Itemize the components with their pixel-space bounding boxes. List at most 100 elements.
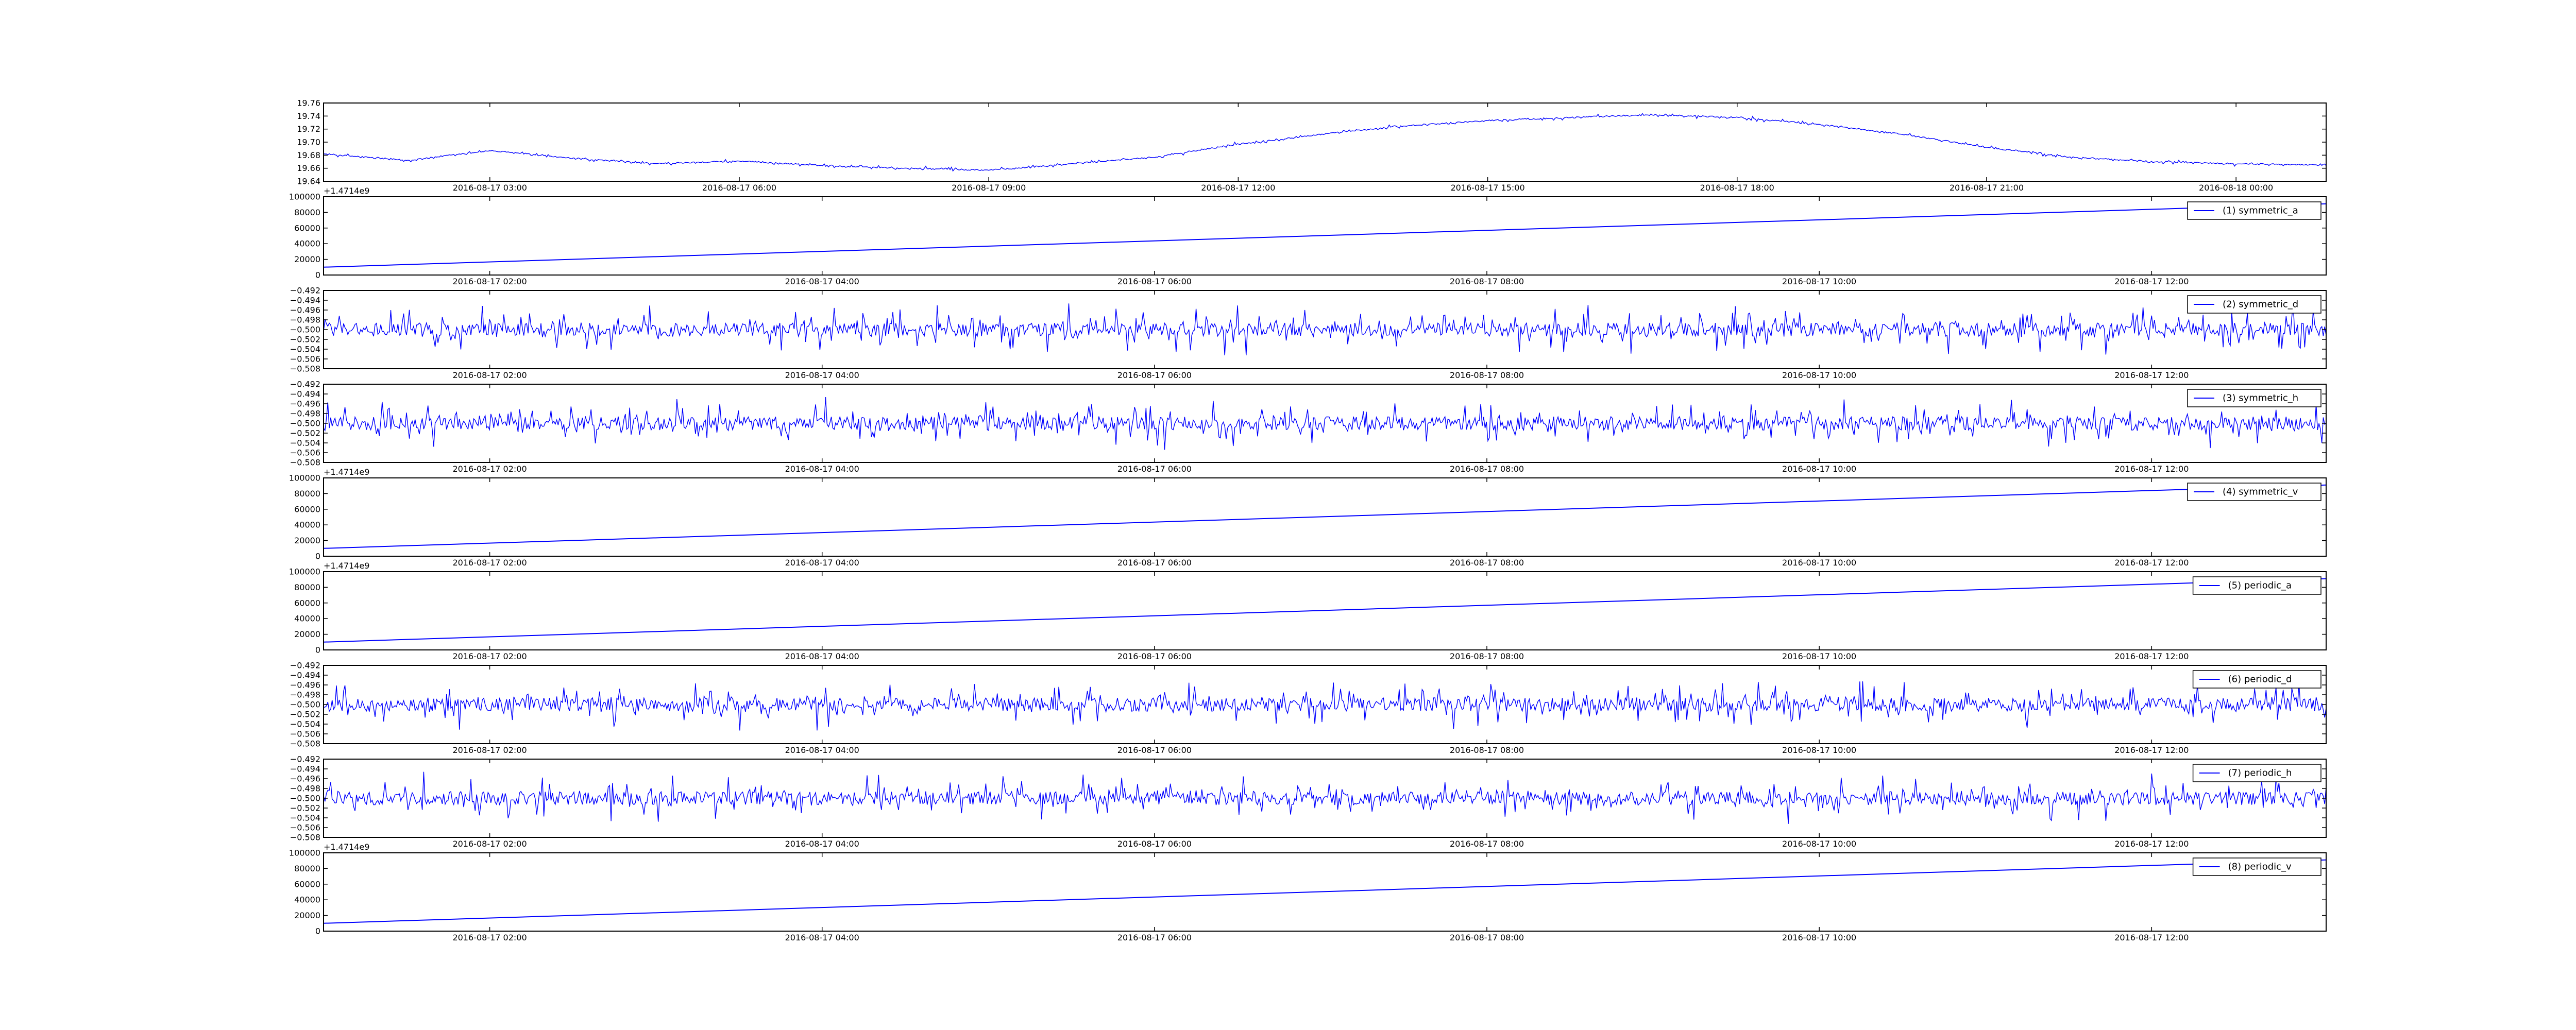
y-tick-label: −0.500 (290, 419, 320, 428)
y-tick-label: −0.496 (290, 305, 320, 315)
x-tick-label: 2016-08-17 06:00 (1117, 933, 1192, 942)
legend-label: (8) periodic_v (2228, 862, 2292, 872)
y-tick-label: −0.500 (290, 325, 320, 335)
x-tick-label: 2016-08-17 08:00 (1450, 370, 1524, 380)
y-tick-label: 0 (315, 926, 320, 936)
legend-box (2187, 201, 2321, 220)
subplot-1: 19.64 19.66 19.68 19.70 19.72 19.74 19.76 2016-… (297, 98, 2327, 193)
y-tick-label: −0.496 (290, 399, 320, 409)
y-tick-label: 19.64 (297, 177, 320, 186)
y-tick-label: 60000 (294, 879, 320, 889)
y-tick-label: 40000 (294, 614, 320, 624)
y-tick-label: 19.74 (297, 111, 320, 121)
y-tick-label: 80000 (294, 489, 320, 499)
subplot-2: 0 20000 40000 60000 80000 100000 2016-08-17 02… (289, 186, 2327, 286)
legend-label: (2) symmetric_d (2223, 299, 2298, 310)
y-tick-label: −0.500 (290, 794, 320, 803)
axes-frame (323, 384, 2327, 463)
x-tick-label: 2016-08-17 02:00 (452, 651, 527, 661)
x-tick-label: 2016-08-17 02:00 (452, 839, 527, 849)
x-tick-label: 2016-08-17 06:00 (702, 183, 776, 193)
y-tick-label: −0.508 (290, 364, 320, 374)
subplot-3: −0.508−0.506−0.504−0.502−0.500−0.498−0.4… (290, 286, 2327, 380)
x-tick-label: 2016-08-17 12:00 (2114, 651, 2189, 661)
legend-label: (1) symmetric_a (2223, 205, 2298, 216)
series-line-5-1 (323, 484, 2327, 549)
axes-frame (323, 290, 2327, 369)
legend-label: (6) periodic_d (2228, 674, 2292, 685)
legend-box (2187, 483, 2321, 501)
y-tick-label: 60000 (294, 598, 320, 608)
x-tick-label: 2016-08-17 12:00 (2114, 558, 2189, 568)
subplot-5: 0 20000 40000 60000 80000 100000 2016-08-17 02… (289, 467, 2327, 568)
axes-frame (323, 759, 2327, 838)
y-offset-label: +1.4714e9 (324, 842, 369, 852)
y-tick-label: −0.506 (290, 448, 320, 458)
y-offset-label: +1.4714e9 (324, 467, 369, 477)
y-tick-label: 19.72 (297, 124, 320, 134)
y-tick-label: 19.76 (297, 98, 320, 108)
x-tick-label: 2016-08-17 15:00 (1450, 183, 1524, 193)
y-tick-label: −0.498 (290, 315, 320, 325)
y-tick-label: −0.494 (290, 389, 320, 399)
x-tick-label: 2016-08-17 12:00 (2114, 464, 2189, 474)
x-tick-label: 2016-08-17 02:00 (452, 277, 527, 286)
y-tick-label: −0.504 (290, 345, 320, 354)
y-tick-label: −0.508 (290, 739, 320, 749)
y-tick-label: 80000 (294, 208, 320, 217)
x-tick-label: 2016-08-17 08:00 (1450, 277, 1524, 286)
x-tick-label: 2016-08-17 04:00 (785, 277, 859, 286)
x-tick-label: 2016-08-17 12:00 (2114, 277, 2189, 286)
series-line-3-1 (323, 303, 2327, 356)
y-tick-label: −0.502 (290, 710, 320, 719)
x-tick-label: 2016-08-17 08:00 (1450, 839, 1524, 849)
y-tick-label: 40000 (294, 520, 320, 530)
legend: (6) periodic_d (2192, 670, 2321, 689)
y-tick-label: −0.496 (290, 774, 320, 784)
x-tick-label: 2016-08-17 06:00 (1117, 370, 1192, 380)
x-tick-label: 2016-08-18 00:00 (2199, 183, 2273, 193)
x-tick-label: 2016-08-17 02:00 (452, 370, 527, 380)
y-tick-label: −0.492 (290, 661, 320, 671)
y-tick-label: 19.68 (297, 150, 320, 160)
y-tick-label: −0.502 (290, 428, 320, 438)
x-tick-label: 2016-08-17 21:00 (1950, 183, 2024, 193)
x-tick-label: 2016-08-17 04:00 (785, 933, 859, 942)
y-tick-label: −0.500 (290, 700, 320, 710)
y-tick-label: 20000 (294, 911, 320, 920)
y-tick-label: −0.502 (290, 803, 320, 813)
y-offset-label: +1.4714e9 (324, 186, 369, 196)
legend: (5) periodic_a (2192, 576, 2321, 595)
subplot-4: −0.508−0.506−0.504−0.502−0.500−0.498−0.4… (290, 380, 2327, 474)
legend: (2) symmetric_d (2187, 295, 2321, 314)
series-line-9-1 (323, 859, 2327, 924)
x-tick-label: 2016-08-17 10:00 (1782, 464, 1856, 474)
x-tick-label: 2016-08-17 03:00 (453, 183, 527, 193)
x-tick-label: 2016-08-17 09:00 (952, 183, 1026, 193)
x-tick-label: 2016-08-17 04:00 (785, 558, 859, 568)
x-tick-label: 2016-08-17 12:00 (1201, 183, 1275, 193)
subplot-7: −0.508−0.506−0.504−0.502−0.500−0.498−0.4… (290, 661, 2327, 755)
y-tick-label: 40000 (294, 895, 320, 905)
x-tick-label: 2016-08-17 06:00 (1117, 464, 1192, 474)
x-tick-label: 2016-08-17 06:00 (1117, 745, 1192, 755)
y-tick-label: 100000 (289, 192, 320, 202)
y-tick-label: 0 (315, 270, 320, 280)
x-tick-label: 2016-08-17 08:00 (1450, 745, 1524, 755)
x-tick-label: 2016-08-17 06:00 (1117, 651, 1192, 661)
y-tick-label: −0.492 (290, 380, 320, 389)
series-line-6-1 (323, 578, 2327, 643)
axes-frame (323, 196, 2327, 276)
subplot-9: 0 20000 40000 60000 80000 100000 2016-08-17 02… (289, 842, 2327, 942)
series-line-7-1 (323, 681, 2327, 731)
series-line-4-1 (323, 397, 2327, 450)
x-tick-label: 2016-08-17 04:00 (785, 370, 859, 380)
y-tick-label: −0.506 (290, 354, 320, 364)
legend-label: (4) symmetric_v (2223, 487, 2298, 497)
y-tick-label: 0 (315, 645, 320, 655)
x-tick-label: 2016-08-17 10:00 (1782, 745, 1856, 755)
y-tick-label: 20000 (294, 254, 320, 264)
y-tick-label: −0.502 (290, 335, 320, 345)
x-tick-label: 2016-08-17 06:00 (1117, 839, 1192, 849)
